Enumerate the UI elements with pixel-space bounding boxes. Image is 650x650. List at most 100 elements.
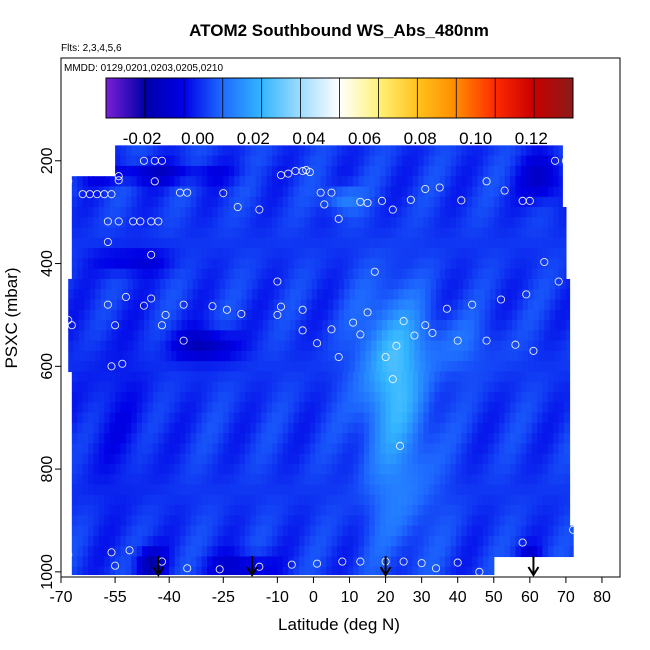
heatmap-cell [396,474,403,486]
heatmap-cell [68,278,75,290]
heatmap-cell [138,361,145,373]
heatmap-cell [526,227,533,239]
heatmap-cell [493,402,500,414]
heatmap-cell [133,309,140,321]
heatmap-cell [288,546,295,558]
heatmap-cell [207,155,214,167]
heatmap-cell [493,484,500,496]
heatmap-cell [331,535,338,547]
heatmap-cell [418,433,425,444]
heatmap-cell [380,402,387,414]
heatmap-cell [455,381,462,393]
heatmap-cell [418,494,425,506]
heatmap-cell [418,165,425,177]
heatmap-cell [234,566,241,576]
heatmap-cell [201,412,208,424]
heatmap-cell [455,505,462,516]
heatmap-cell [558,412,565,424]
heatmap-cell [304,186,311,198]
heatmap-cell [365,278,372,290]
heatmap-cell [120,268,127,280]
heatmap-cell [407,556,414,568]
heatmap-cell [158,196,165,208]
heatmap-cell [477,165,484,177]
heatmap-cell [547,392,554,403]
heatmap-cell [504,494,511,506]
heatmap-cell [152,217,159,229]
heatmap-cell [558,474,565,486]
heatmap-cell [326,196,333,208]
heatmap-cell [412,433,419,444]
y-tick-label: 400 [39,250,56,277]
heatmap-cell [196,381,203,393]
heatmap-cell [455,145,462,157]
heatmap-cell [515,474,522,486]
heatmap-cell [262,330,269,342]
heatmap-cell [71,196,78,208]
heatmap-cell [93,546,100,558]
heatmap-cell [558,422,565,434]
heatmap-cell [196,443,203,455]
heatmap-cell [163,474,170,486]
heatmap-cell [201,217,208,229]
heatmap-cell [136,494,143,506]
heatmap-cell [466,176,473,188]
heatmap-cell [244,443,251,455]
heatmap-cell [147,422,154,434]
heatmap-cell [553,402,560,414]
colorbar-tick-label: 0.08 [404,129,437,148]
heatmap-cell [315,268,322,280]
heatmap-cell [299,463,306,475]
heatmap-cell [271,248,278,260]
heatmap-cell [369,556,376,568]
heatmap-cell [320,463,327,475]
heatmap-cell [396,248,403,260]
heatmap-cell [239,422,246,434]
heatmap-cell [504,525,511,537]
heatmap-cell [439,371,446,383]
heatmap-cell [93,525,100,537]
heatmap-cell [98,546,105,558]
heatmap-cell [520,176,527,188]
x-tick-label: -55 [104,589,127,606]
heatmap-cell [77,433,84,444]
heatmap-cell [336,392,343,403]
heatmap-cell [293,453,300,465]
heatmap-cell [526,535,533,547]
heatmap-cell [152,176,159,188]
heatmap-cell [466,258,473,270]
heatmap-cell [217,392,224,403]
heatmap-cell [515,433,522,444]
heatmap-cell [495,361,502,373]
heatmap-cell [244,392,251,403]
heatmap-cell [528,330,535,342]
heatmap-cell [152,248,159,260]
heatmap-cell [115,412,122,424]
heatmap-cell [317,361,324,373]
heatmap-cell [261,566,268,576]
heatmap-cell [223,515,230,527]
heatmap-cell [526,433,533,444]
heatmap-cell [120,505,127,516]
heatmap-cell [89,278,96,290]
heatmap-cell [266,566,273,576]
heatmap-cell [425,289,432,301]
sample-point [421,184,430,194]
heatmap-cell [192,289,199,301]
heatmap-cell [320,546,327,558]
heatmap-cell [241,350,248,362]
heatmap-cell [93,392,100,403]
heatmap-cell [477,237,484,249]
heatmap-cell [493,546,500,558]
heatmap-cell [109,207,116,218]
heatmap-cell [553,433,560,444]
heatmap-cell [288,268,295,280]
x-axis: -70 -55 -40 -25 -10 0 10 20 30 40 50 60 70 80 [49,577,611,606]
heatmap-cell [257,361,264,373]
heatmap-cell [93,207,100,218]
heatmap-cell [385,422,392,434]
heatmap-cell [353,525,360,537]
heatmap-cell [122,350,129,362]
heatmap-cell [131,145,138,157]
heatmap-cell [564,515,571,527]
